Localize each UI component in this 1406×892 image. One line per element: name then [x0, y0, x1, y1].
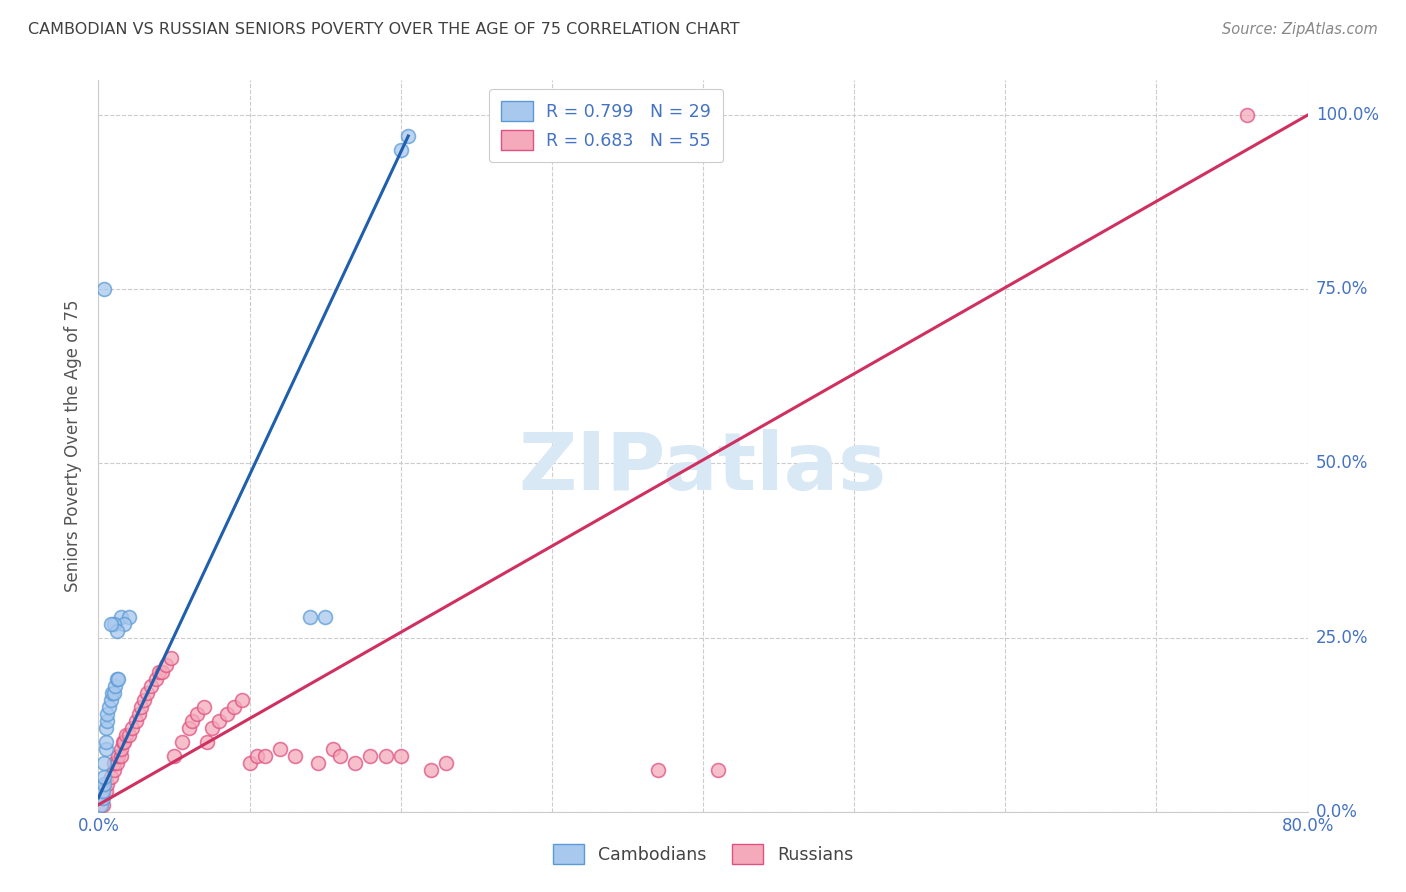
Point: [93, 756, 115, 770]
Point: [93, 770, 115, 784]
Point: [647, 763, 669, 777]
Point: [100, 616, 122, 631]
Point: [322, 742, 344, 756]
Point: [163, 749, 186, 764]
Point: [94, 735, 117, 749]
Point: [329, 749, 352, 764]
Point: [299, 609, 322, 624]
Point: [104, 679, 127, 693]
Point: [128, 707, 150, 722]
Point: [155, 658, 177, 673]
Point: [284, 749, 307, 764]
Point: [105, 624, 128, 638]
Point: [103, 686, 125, 700]
Point: [121, 721, 143, 735]
Point: [96, 714, 118, 728]
Point: [125, 714, 148, 728]
Point: [118, 609, 141, 624]
Point: [94, 784, 117, 798]
Point: [148, 665, 170, 680]
Point: [107, 673, 129, 687]
Point: [181, 714, 204, 728]
Point: [186, 707, 208, 722]
Point: [91, 784, 114, 798]
Point: [112, 735, 135, 749]
Point: [215, 707, 238, 722]
Point: [118, 728, 141, 742]
Point: [105, 756, 128, 770]
Point: [103, 763, 125, 777]
Point: [96, 777, 118, 791]
Point: [246, 749, 269, 764]
Point: [314, 609, 336, 624]
Point: [132, 693, 155, 707]
Point: [107, 749, 129, 764]
Point: [114, 728, 136, 742]
Y-axis label: Seniors Poverty Over the Age of 75: Seniors Poverty Over the Age of 75: [65, 300, 83, 592]
Point: [105, 673, 128, 687]
Point: [100, 693, 122, 707]
Point: [90, 797, 112, 812]
Point: [201, 721, 224, 735]
Point: [396, 128, 419, 143]
Point: [93, 777, 115, 791]
Text: 100.0%: 100.0%: [1316, 106, 1379, 124]
Point: [150, 665, 173, 680]
Point: [110, 609, 132, 624]
Point: [91, 790, 114, 805]
Point: [111, 735, 134, 749]
Point: [707, 763, 730, 777]
Point: [110, 742, 132, 756]
Legend: Cambodians, Russians: Cambodians, Russians: [540, 832, 866, 876]
Point: [208, 714, 231, 728]
Point: [389, 749, 412, 764]
Point: [101, 686, 124, 700]
Point: [91, 797, 114, 812]
Point: [269, 742, 291, 756]
Point: [96, 707, 118, 722]
Point: [129, 700, 152, 714]
Point: [103, 616, 125, 631]
Point: [1236, 108, 1258, 122]
Point: [112, 616, 135, 631]
Text: 0.0%: 0.0%: [1316, 803, 1358, 821]
Point: [100, 770, 122, 784]
Point: [94, 721, 117, 735]
Point: [177, 721, 201, 735]
Point: [419, 763, 441, 777]
Point: [239, 756, 262, 770]
Point: [193, 700, 215, 714]
Point: [231, 693, 253, 707]
Point: [94, 742, 117, 756]
Point: [344, 756, 367, 770]
Point: [135, 686, 157, 700]
Point: [170, 735, 193, 749]
Point: [195, 735, 218, 749]
Point: [253, 749, 276, 764]
Point: [98, 700, 121, 714]
Point: [360, 749, 382, 764]
Point: [141, 679, 163, 693]
Text: 25.0%: 25.0%: [1316, 629, 1368, 647]
Point: [224, 700, 246, 714]
Point: [103, 756, 125, 770]
Point: [374, 749, 396, 764]
Text: 75.0%: 75.0%: [1316, 280, 1368, 298]
Text: Source: ZipAtlas.com: Source: ZipAtlas.com: [1222, 22, 1378, 37]
Point: [434, 756, 457, 770]
Point: [389, 143, 412, 157]
Text: ZIPatlas: ZIPatlas: [519, 429, 887, 507]
Point: [93, 282, 115, 296]
Point: [145, 673, 167, 687]
Text: CAMBODIAN VS RUSSIAN SENIORS POVERTY OVER THE AGE OF 75 CORRELATION CHART: CAMBODIAN VS RUSSIAN SENIORS POVERTY OVE…: [28, 22, 740, 37]
Text: 50.0%: 50.0%: [1316, 454, 1368, 473]
Point: [307, 756, 329, 770]
Point: [110, 749, 132, 764]
Point: [160, 651, 183, 665]
